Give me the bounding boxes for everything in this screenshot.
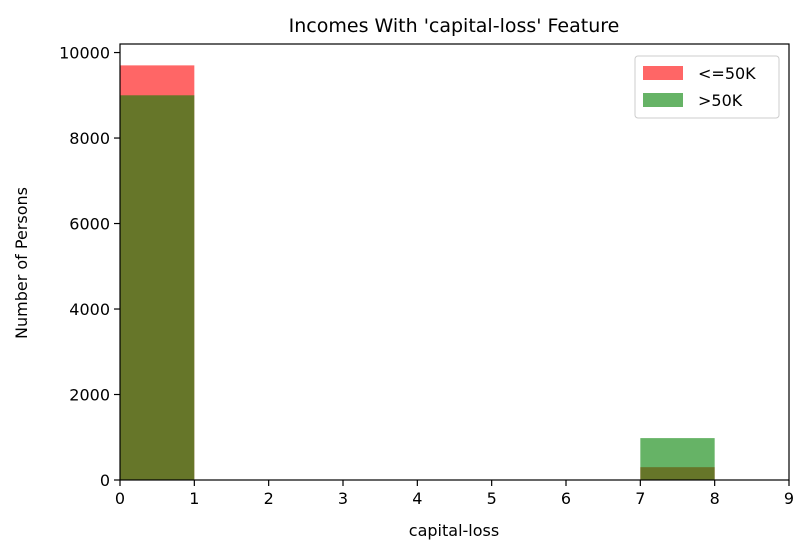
- y-axis-label: Number of Persons: [12, 187, 31, 339]
- x-tick-label: 2: [264, 489, 274, 508]
- plot-frame: [119, 43, 790, 481]
- x-tick-label: 9: [784, 489, 794, 508]
- x-tick-label: 7: [635, 489, 645, 508]
- x-tick-label: 8: [710, 489, 720, 508]
- bars-layer: [120, 65, 715, 480]
- x-tick-label: 1: [189, 489, 199, 508]
- x-ticks: 0 1 2 3 4 5 6 7 8 9: [115, 480, 794, 508]
- y-tick-label: 4000: [69, 300, 110, 319]
- y-tick-label: 2000: [69, 386, 110, 405]
- y-tick-label: 0: [100, 471, 110, 490]
- y-tick-label: 8000: [69, 129, 110, 148]
- x-tick-label: 0: [115, 489, 125, 508]
- legend: <=50K >50K: [634, 55, 780, 119]
- legend-label: <=50K: [698, 64, 756, 83]
- x-tick-label: 6: [561, 489, 571, 508]
- x-axis-label: capital-loss: [409, 521, 499, 540]
- legend-swatch: [643, 93, 683, 107]
- x-tick-label: 5: [487, 489, 497, 508]
- y-tick-label: 6000: [69, 215, 110, 234]
- y-ticks: 0 2000 4000 6000 8000 10000: [59, 44, 120, 490]
- legend-swatch: [643, 66, 683, 80]
- y-tick-label: 10000: [59, 44, 110, 63]
- bar-gt50k-bin-7: [640, 438, 715, 480]
- legend-label: >50K: [698, 91, 743, 110]
- chart-title: Incomes With 'capital-loss' Feature: [289, 15, 620, 37]
- x-tick-label: 4: [412, 489, 422, 508]
- x-tick-label: 3: [338, 489, 348, 508]
- bar-gt50k-bin-0: [120, 95, 195, 480]
